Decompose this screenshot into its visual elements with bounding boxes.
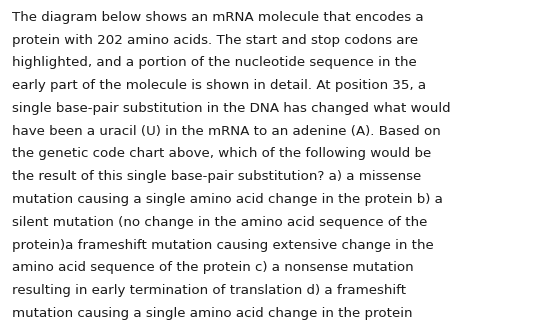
Text: mutation causing a single amino acid change in the protein b) a: mutation causing a single amino acid cha… xyxy=(12,193,443,206)
Text: amino acid sequence of the protein c) a nonsense mutation: amino acid sequence of the protein c) a … xyxy=(12,261,414,274)
Text: mutation causing a single amino acid change in the protein: mutation causing a single amino acid cha… xyxy=(12,307,413,320)
Text: early part of the molecule is shown in detail. At position 35, a: early part of the molecule is shown in d… xyxy=(12,79,426,92)
Text: single base-pair substitution in the DNA has changed what would: single base-pair substitution in the DNA… xyxy=(12,102,451,115)
Text: the result of this single base-pair substitution? a) a missense: the result of this single base-pair subs… xyxy=(12,170,421,183)
Text: the genetic code chart above, which of the following would be: the genetic code chart above, which of t… xyxy=(12,147,431,160)
Text: have been a uracil (U) in the mRNA to an adenine (A). Based on: have been a uracil (U) in the mRNA to an… xyxy=(12,125,441,138)
Text: resulting in early termination of translation d) a frameshift: resulting in early termination of transl… xyxy=(12,284,406,297)
Text: protein with 202 amino acids. The start and stop codons are: protein with 202 amino acids. The start … xyxy=(12,34,418,47)
Text: protein)a frameshift mutation causing extensive change in the: protein)a frameshift mutation causing ex… xyxy=(12,239,434,252)
Text: highlighted, and a portion of the nucleotide sequence in the: highlighted, and a portion of the nucleo… xyxy=(12,56,417,69)
Text: silent mutation (no change in the amino acid sequence of the: silent mutation (no change in the amino … xyxy=(12,216,427,229)
Text: The diagram below shows an mRNA molecule that encodes a: The diagram below shows an mRNA molecule… xyxy=(12,11,424,24)
